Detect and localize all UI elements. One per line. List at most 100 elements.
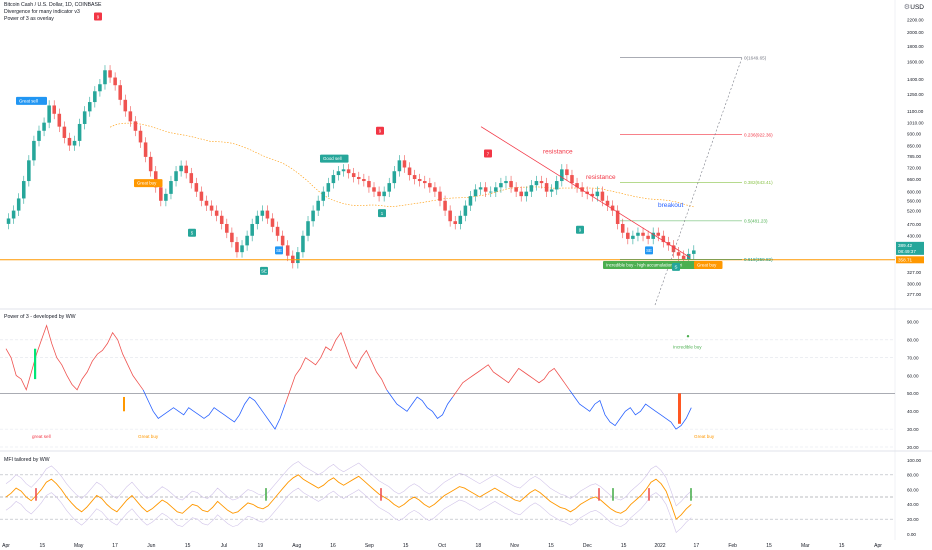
time-tick-label: 15 xyxy=(766,543,772,549)
price-badge xyxy=(896,256,924,264)
candle-body xyxy=(692,250,696,254)
candle-body xyxy=(321,191,326,201)
mfi-line xyxy=(5,474,692,520)
price-tick-label: 660.00 xyxy=(907,177,921,182)
candle-body xyxy=(113,77,117,86)
candle-body xyxy=(509,181,513,188)
mfi-lower-envelope xyxy=(5,487,692,534)
candle-body xyxy=(387,183,392,192)
candle-body xyxy=(620,223,625,233)
candle-body xyxy=(174,171,178,182)
candle-body xyxy=(534,181,539,186)
signal-text: Good sell xyxy=(323,156,342,161)
candle-body xyxy=(57,113,62,127)
signal-marker-text: 9 xyxy=(97,14,100,19)
time-tick-label: 15 xyxy=(621,543,627,549)
time-tick-label: Oct xyxy=(438,543,446,549)
candle-body xyxy=(626,232,630,239)
candle-body xyxy=(565,169,569,176)
candle-body xyxy=(16,198,21,211)
candle-body xyxy=(240,245,244,253)
candle-body xyxy=(529,185,534,192)
candle-body xyxy=(331,175,336,184)
power3-line-segment xyxy=(5,324,144,391)
candle-body xyxy=(270,218,275,227)
candle-body xyxy=(504,181,508,184)
mfi-tick-label: 0.00 xyxy=(907,532,916,537)
candle-body xyxy=(554,181,559,190)
candle-body xyxy=(478,187,483,190)
candle-body xyxy=(245,235,249,246)
candle-body xyxy=(11,210,16,219)
candle-body xyxy=(184,165,188,174)
candle-body xyxy=(438,191,442,201)
power3-tick-label: 70.00 xyxy=(907,355,919,360)
mfi-highlight xyxy=(690,488,692,501)
candle-body xyxy=(443,200,447,211)
indicator-name-power3: Power of 3 as overlay xyxy=(4,16,54,22)
candle-body xyxy=(98,84,102,92)
candle-body xyxy=(87,102,92,112)
candle-body xyxy=(42,122,46,131)
time-tick-label: Jul xyxy=(221,543,227,549)
power3-annotation: great sell xyxy=(32,434,51,439)
candle-body xyxy=(77,123,82,141)
candle-body xyxy=(336,171,341,176)
chart-title: Bitcoin Cash / U.S. Dollar, 1D, COINBASE xyxy=(4,2,102,8)
signal-text: Great sell xyxy=(19,99,38,104)
currency-label: USD xyxy=(910,4,924,11)
power3-line-segment xyxy=(142,389,286,430)
fib-level-label: 0.5(481.23) xyxy=(744,218,768,223)
candle-body xyxy=(260,210,265,216)
mfi-highlight xyxy=(265,488,267,501)
mfi-highlight xyxy=(648,488,650,501)
fib-level-label: 0.236(922.36) xyxy=(744,132,773,137)
price-tick-label: 1800.00 xyxy=(907,44,924,49)
candle-body xyxy=(473,189,478,197)
candle-body xyxy=(265,210,270,219)
signal-text: Great buy xyxy=(697,263,717,268)
candle-body xyxy=(357,177,361,180)
signal-box xyxy=(603,260,709,269)
candle-body xyxy=(580,187,584,192)
signal-marker xyxy=(275,246,283,255)
resistance-label: resistance xyxy=(586,174,616,181)
candle-body xyxy=(392,171,397,184)
candle-body xyxy=(93,91,97,103)
price-tick-label: 520.00 xyxy=(907,208,921,213)
settings-icon[interactable]: ⚙ xyxy=(903,4,910,11)
power3-annotation: Great buy xyxy=(694,434,715,439)
price-tick-label: 430.00 xyxy=(907,234,921,239)
candle-body xyxy=(549,189,554,192)
price-badge xyxy=(896,241,924,249)
candle-body xyxy=(646,235,650,239)
candle-body xyxy=(32,140,36,161)
candle-body xyxy=(275,226,280,236)
signal-marker xyxy=(188,228,196,237)
candle-body xyxy=(27,160,31,182)
candle-body xyxy=(351,173,356,178)
candle-body xyxy=(595,191,600,197)
candle-body xyxy=(148,156,153,172)
candle-body xyxy=(72,140,77,146)
candle-body xyxy=(138,130,143,143)
candle-body xyxy=(204,200,209,206)
candle-body xyxy=(179,165,183,172)
mfi-tick-label: 80.00 xyxy=(907,473,919,478)
candle-body xyxy=(209,205,214,211)
candle-body xyxy=(285,245,290,256)
signal-box xyxy=(16,96,47,105)
candle-body xyxy=(676,252,681,256)
candle-body xyxy=(402,160,407,168)
candle-body xyxy=(615,210,620,224)
power3-tick-label: 60.00 xyxy=(907,373,919,378)
candle-body xyxy=(103,70,107,85)
price-tick-label: 720.00 xyxy=(907,165,921,170)
candle-body xyxy=(108,70,112,78)
signal-box xyxy=(694,260,723,269)
signal-marker-text: SE xyxy=(646,248,652,253)
price-tick-label: 1100.00 xyxy=(907,109,924,114)
candle-body xyxy=(651,232,655,239)
candle-body xyxy=(169,181,173,194)
